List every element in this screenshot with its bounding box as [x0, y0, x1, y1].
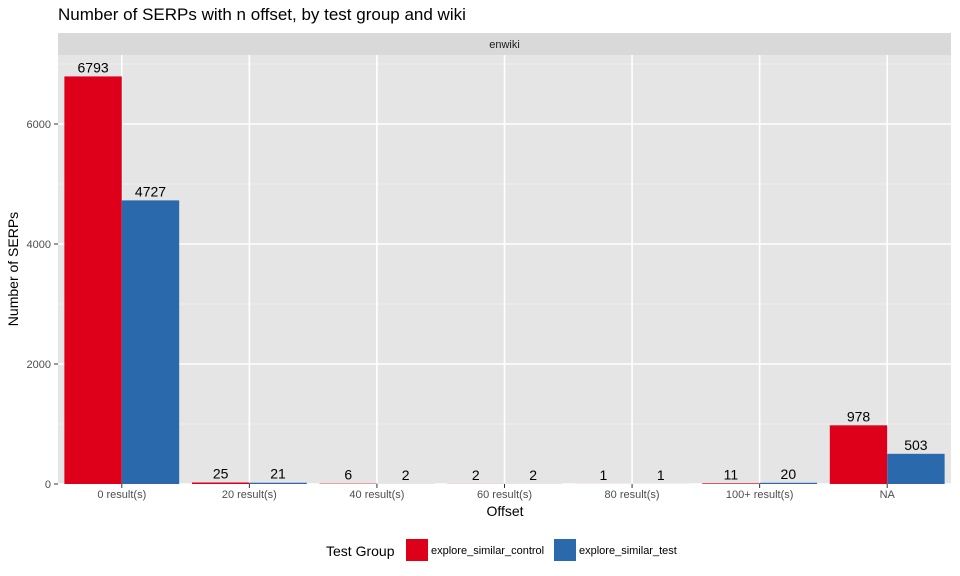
chart-title: Number of SERPs with n offset, by test g…	[58, 5, 466, 24]
data-label: 6793	[78, 59, 109, 75]
legend-key-explore_similar_test	[554, 539, 576, 561]
bars	[64, 76, 945, 485]
legend: Test Group explore_similar_control explor…	[326, 539, 677, 561]
data-label: 25	[213, 466, 229, 482]
facet-strip	[58, 33, 951, 55]
bar-explore_similar_test-0	[121, 200, 180, 484]
y-tick-label: 0	[45, 479, 51, 491]
x-tick-label: NA	[880, 489, 896, 501]
legend-key-explore_similar_control	[406, 539, 428, 561]
legend-label: explore_similar_control	[431, 545, 544, 557]
data-label: 6	[344, 467, 352, 483]
bar-explore_similar_test-1	[249, 482, 307, 484]
y-axis: 0 2000 4000 6000	[27, 119, 58, 491]
x-tick-label: 100+ result(s)	[726, 489, 794, 501]
facet-strip-label: enwiki	[489, 39, 520, 51]
legend-label: explore_similar_test	[579, 545, 677, 557]
x-tick-label: 60 result(s)	[477, 489, 532, 501]
bar-explore_similar_test-5	[759, 482, 818, 484]
x-axis-title: Offset	[486, 503, 523, 519]
data-label: 978	[847, 408, 871, 424]
bar-explore_similar_control-0	[64, 76, 122, 485]
data-label: 503	[904, 437, 928, 453]
data-label: 2	[472, 467, 480, 483]
y-axis-title: Number of SERPs	[5, 212, 21, 326]
x-axis: 0 result(s) 20 result(s) 40 result(s) 60 re…	[97, 484, 896, 501]
data-label: 21	[270, 466, 286, 482]
x-tick-label: 40 result(s)	[349, 489, 404, 501]
x-tick-label: 0 result(s)	[97, 489, 146, 501]
data-label: 1	[657, 467, 665, 483]
data-label: 2	[529, 467, 537, 483]
y-tick-label: 4000	[27, 239, 51, 251]
legend-title: Test Group	[326, 543, 395, 559]
bar-explore_similar_control-6	[829, 425, 888, 484]
data-label: 20	[781, 466, 797, 482]
data-label: 1	[599, 467, 607, 483]
data-label: 11	[724, 466, 739, 482]
bar-explore_similar_control-1	[191, 482, 250, 484]
y-tick-label: 2000	[27, 359, 51, 371]
y-tick-label: 6000	[27, 119, 51, 131]
bar-explore_similar_control-5	[702, 483, 760, 484]
x-tick-label: 80 result(s)	[605, 489, 660, 501]
data-label: 2	[402, 467, 410, 483]
data-label: 4727	[135, 183, 166, 199]
x-tick-label: 20 result(s)	[222, 489, 277, 501]
bar-explore_similar_test-6	[887, 453, 945, 484]
